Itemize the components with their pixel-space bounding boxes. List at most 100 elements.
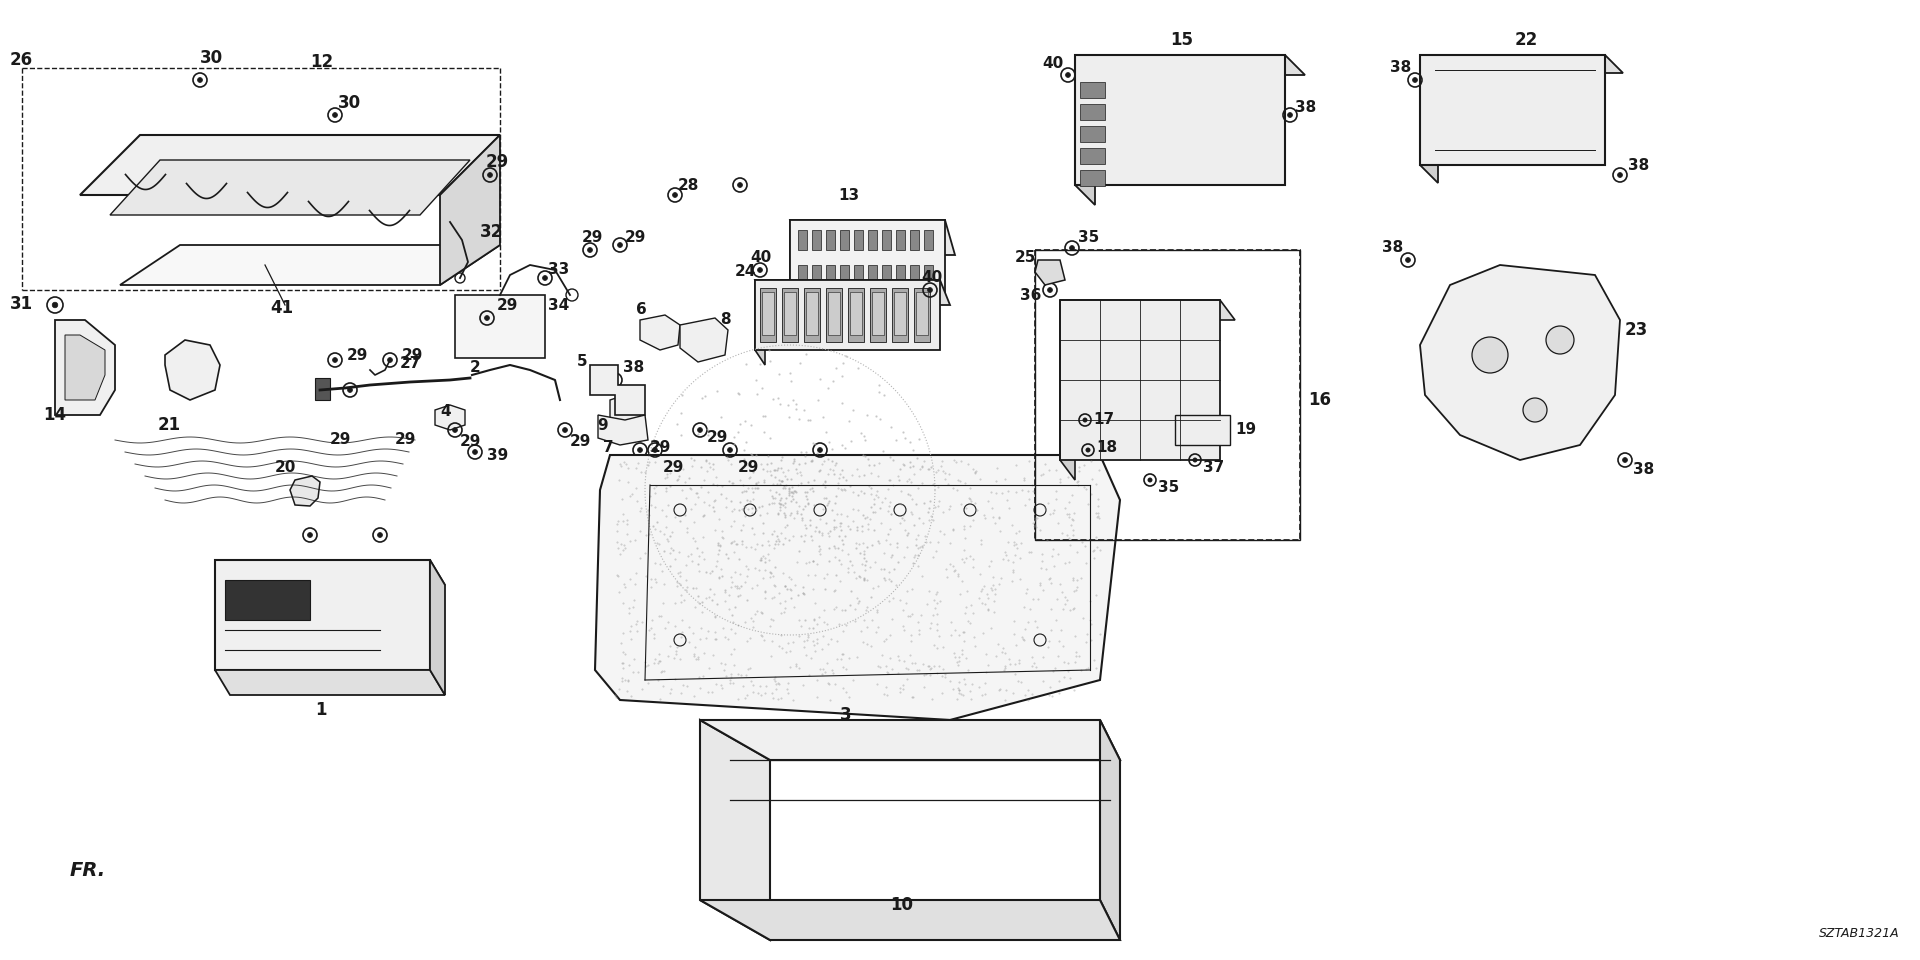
Polygon shape bbox=[762, 292, 774, 335]
Text: 29: 29 bbox=[570, 435, 591, 449]
Circle shape bbox=[1523, 398, 1548, 422]
Text: 21: 21 bbox=[157, 416, 180, 434]
Polygon shape bbox=[65, 335, 106, 400]
Polygon shape bbox=[872, 292, 883, 335]
Circle shape bbox=[488, 173, 492, 178]
Polygon shape bbox=[851, 292, 862, 335]
Polygon shape bbox=[812, 265, 822, 285]
Text: 29: 29 bbox=[461, 435, 482, 449]
Text: 18: 18 bbox=[1096, 441, 1117, 455]
Polygon shape bbox=[225, 580, 309, 620]
Text: 39: 39 bbox=[488, 447, 509, 463]
Polygon shape bbox=[1079, 126, 1106, 142]
Polygon shape bbox=[881, 265, 891, 285]
Text: 31: 31 bbox=[10, 295, 33, 313]
Text: 5: 5 bbox=[578, 354, 588, 370]
Circle shape bbox=[378, 533, 382, 538]
Polygon shape bbox=[789, 220, 945, 300]
Polygon shape bbox=[804, 288, 820, 342]
Text: 29: 29 bbox=[707, 430, 728, 445]
Circle shape bbox=[1083, 418, 1087, 422]
Polygon shape bbox=[755, 280, 764, 365]
Polygon shape bbox=[215, 670, 445, 695]
Polygon shape bbox=[924, 265, 933, 285]
Polygon shape bbox=[56, 320, 115, 415]
Polygon shape bbox=[1175, 415, 1231, 445]
Text: 29: 29 bbox=[401, 348, 424, 363]
Circle shape bbox=[52, 302, 58, 308]
Text: 32: 32 bbox=[480, 223, 503, 241]
Circle shape bbox=[1148, 478, 1152, 482]
Text: 14: 14 bbox=[42, 406, 65, 424]
Circle shape bbox=[1473, 337, 1507, 373]
Polygon shape bbox=[781, 288, 799, 342]
Circle shape bbox=[637, 447, 643, 452]
Circle shape bbox=[198, 78, 202, 83]
Text: 38: 38 bbox=[1634, 463, 1655, 477]
Text: 6: 6 bbox=[636, 302, 647, 318]
Polygon shape bbox=[119, 245, 499, 285]
Polygon shape bbox=[828, 292, 841, 335]
Circle shape bbox=[1048, 288, 1052, 293]
Circle shape bbox=[672, 193, 678, 198]
Text: 40: 40 bbox=[751, 250, 772, 265]
Circle shape bbox=[653, 447, 657, 452]
Polygon shape bbox=[799, 265, 806, 285]
Text: 38: 38 bbox=[1628, 157, 1649, 173]
Text: 24: 24 bbox=[735, 265, 756, 279]
Polygon shape bbox=[215, 560, 445, 585]
Text: 27: 27 bbox=[399, 355, 420, 371]
Text: 26: 26 bbox=[10, 51, 33, 69]
Polygon shape bbox=[826, 265, 835, 285]
Text: 29: 29 bbox=[330, 433, 351, 447]
Polygon shape bbox=[290, 476, 321, 506]
Polygon shape bbox=[895, 292, 906, 335]
Text: 29: 29 bbox=[497, 298, 518, 313]
Polygon shape bbox=[589, 365, 645, 415]
Circle shape bbox=[307, 533, 313, 538]
Circle shape bbox=[453, 427, 457, 432]
Text: 29: 29 bbox=[396, 433, 417, 447]
Polygon shape bbox=[215, 560, 430, 670]
Circle shape bbox=[612, 377, 618, 382]
Text: 29: 29 bbox=[651, 441, 672, 455]
Circle shape bbox=[697, 427, 703, 432]
Polygon shape bbox=[783, 292, 797, 335]
Circle shape bbox=[563, 427, 568, 432]
Polygon shape bbox=[910, 265, 920, 285]
Text: 37: 37 bbox=[1204, 461, 1225, 475]
Polygon shape bbox=[826, 288, 843, 342]
Polygon shape bbox=[611, 395, 639, 425]
Text: 17: 17 bbox=[1092, 413, 1114, 427]
Polygon shape bbox=[455, 295, 545, 358]
Polygon shape bbox=[1079, 148, 1106, 164]
Text: 38: 38 bbox=[1382, 241, 1404, 255]
Text: 2: 2 bbox=[470, 361, 480, 375]
Circle shape bbox=[1413, 78, 1417, 83]
Polygon shape bbox=[701, 720, 1119, 760]
Text: 19: 19 bbox=[1235, 422, 1256, 438]
Polygon shape bbox=[755, 280, 941, 350]
Polygon shape bbox=[597, 415, 649, 445]
Text: 34: 34 bbox=[547, 298, 568, 313]
Polygon shape bbox=[315, 378, 330, 400]
Circle shape bbox=[618, 243, 622, 248]
Text: 38: 38 bbox=[622, 361, 645, 375]
Polygon shape bbox=[914, 288, 929, 342]
Text: 8: 8 bbox=[720, 313, 732, 327]
Circle shape bbox=[728, 447, 732, 452]
Text: 29: 29 bbox=[348, 348, 369, 363]
Polygon shape bbox=[109, 160, 470, 215]
Polygon shape bbox=[841, 230, 849, 250]
Polygon shape bbox=[870, 288, 885, 342]
Text: 35: 35 bbox=[1077, 229, 1100, 245]
Text: 38: 38 bbox=[1390, 60, 1411, 76]
Polygon shape bbox=[436, 405, 465, 430]
Polygon shape bbox=[854, 265, 862, 285]
Circle shape bbox=[332, 357, 338, 363]
Polygon shape bbox=[701, 900, 1119, 940]
Text: FR.: FR. bbox=[69, 860, 106, 879]
Polygon shape bbox=[1079, 170, 1106, 186]
Circle shape bbox=[472, 449, 478, 454]
Polygon shape bbox=[812, 230, 822, 250]
